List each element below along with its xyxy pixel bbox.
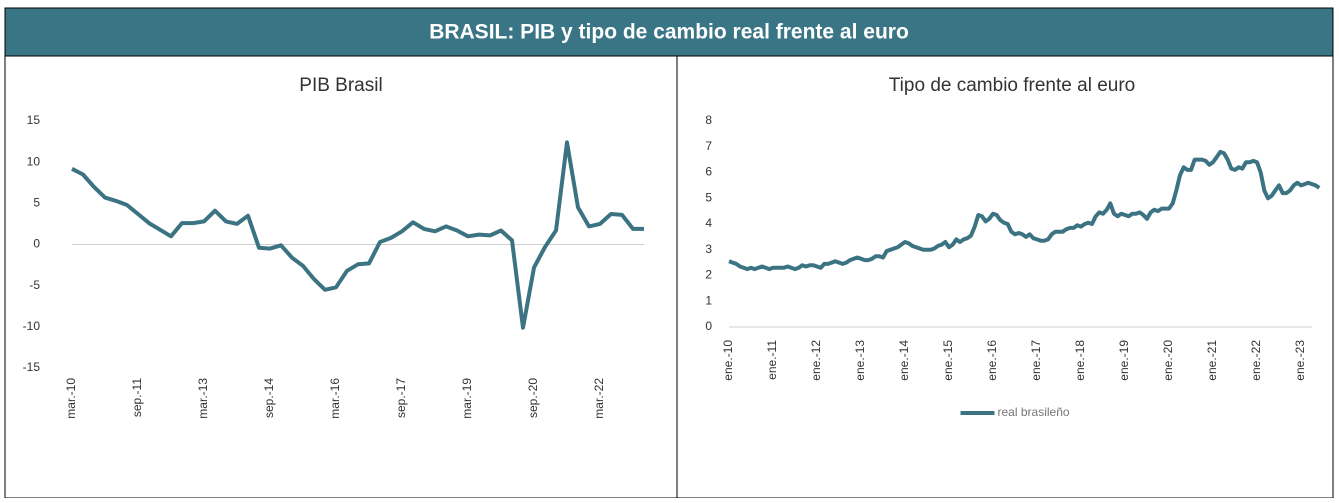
- y-tick-label: 4: [705, 216, 712, 230]
- x-tick-label: ene.-18: [1073, 340, 1087, 381]
- x-tick-label: ene.-14: [897, 340, 911, 381]
- header-title: BRASIL: PIB y tipo de cambio real frente…: [429, 21, 909, 44]
- legend-label: real brasileño: [998, 405, 1070, 419]
- x-tick-label: mar.-13: [196, 378, 210, 419]
- x-tick-label: ene.-11: [765, 340, 779, 380]
- y-tick-label: 5: [705, 190, 712, 204]
- header-bar: [4, 7, 1334, 57]
- x-tick-label: ene.-21: [1205, 340, 1219, 381]
- x-tick-label: ene.-19: [1117, 340, 1131, 381]
- x-tick-label: ene.-15: [941, 340, 955, 381]
- y-tick-label: 0: [33, 237, 40, 251]
- x-tick-label: sep.-20: [526, 378, 540, 418]
- y-tick-label: 3: [705, 242, 712, 256]
- x-tick-label: sep.-14: [262, 378, 276, 418]
- y-tick-label: 15: [27, 113, 41, 127]
- x-tick-label: mar.-16: [328, 378, 342, 419]
- x-tick-label: sep.-17: [394, 378, 408, 418]
- y-tick-label: 2: [705, 268, 712, 282]
- chart-title: PIB Brasil: [299, 75, 382, 96]
- x-tick-label: ene.-17: [1029, 340, 1043, 381]
- x-tick-label: mar.-22: [592, 378, 606, 419]
- x-tick-label: ene.-16: [985, 340, 999, 381]
- x-tick-label: ene.-13: [853, 340, 867, 381]
- x-tick-label: ene.-20: [1161, 340, 1175, 381]
- x-tick-label: ene.-23: [1293, 340, 1307, 381]
- x-tick-label: ene.-22: [1249, 340, 1263, 381]
- y-tick-label: -5: [29, 278, 40, 292]
- y-tick-label: 7: [705, 139, 712, 153]
- data-line: [728, 149, 1321, 272]
- y-tick-label: -10: [23, 319, 41, 333]
- x-tick-label: sep.-11: [130, 378, 144, 417]
- y-tick-label: 1: [705, 293, 712, 307]
- right-panel: [676, 55, 1334, 499]
- y-tick-label: 5: [33, 196, 40, 210]
- x-tick-label: ene.-10: [721, 340, 735, 381]
- data-line: [71, 140, 644, 330]
- y-tick-label: -15: [23, 360, 41, 374]
- y-tick-label: 10: [27, 154, 41, 168]
- y-tick-label: 6: [705, 165, 712, 179]
- x-tick-label: mar.-19: [460, 378, 474, 419]
- y-tick-label: 0: [705, 319, 712, 333]
- x-tick-label: ene.-12: [809, 340, 823, 381]
- chart-title: Tipo de cambio frente al euro: [889, 75, 1135, 96]
- y-tick-label: 8: [705, 113, 712, 127]
- x-tick-label: mar.-10: [64, 378, 78, 419]
